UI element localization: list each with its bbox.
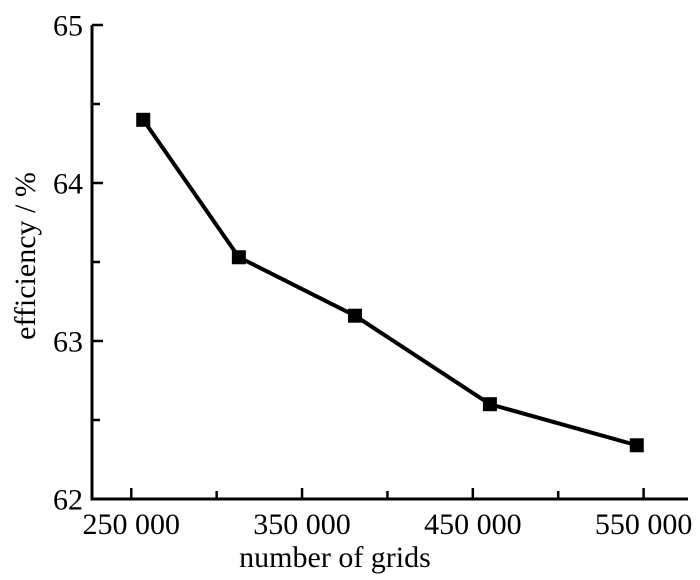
y-tick-label: 63 — [53, 326, 83, 359]
data-point-marker — [482, 397, 497, 412]
data-point-marker — [629, 438, 644, 453]
data-point-marker — [231, 250, 246, 265]
x-tick-label: 350 000 — [253, 508, 351, 541]
data-series — [136, 112, 644, 453]
y-axis-title: efficiency / % — [9, 172, 42, 340]
y-tick-label: 64 — [53, 168, 83, 201]
x-axis-title: number of grids — [239, 541, 431, 574]
y-tick-label: 65 — [53, 10, 83, 43]
x-tick-label: 550 000 — [595, 508, 693, 541]
data-point-marker — [136, 112, 151, 127]
axis-spines — [90, 25, 688, 501]
data-point-marker — [347, 308, 362, 323]
x-tick-label: 250 000 — [83, 508, 181, 541]
axis-tick-labels: 250 000 350 000 450 000 550 000 62 63 64 65 — [53, 10, 692, 542]
y-tick-label: 62 — [53, 484, 83, 517]
x-tick-label: 450 000 — [424, 508, 522, 541]
axis-ticks — [92, 23, 645, 501]
data-line — [141, 117, 639, 448]
